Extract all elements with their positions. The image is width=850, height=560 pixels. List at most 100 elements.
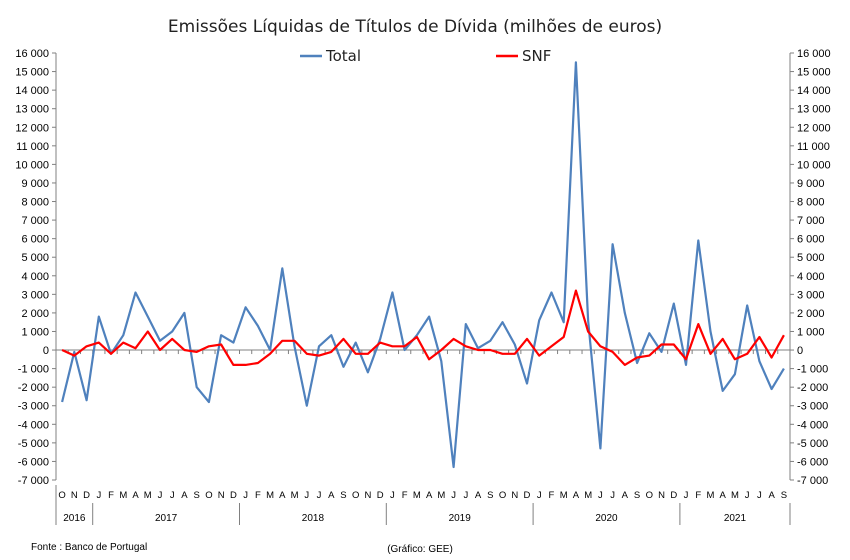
month-label: S <box>340 490 346 501</box>
month-label: N <box>218 490 225 501</box>
year-label: 2019 <box>449 513 472 524</box>
y-tick-label-left: -4 000 <box>18 419 49 431</box>
y-tick-label-right: 2 000 <box>797 308 825 320</box>
month-label: O <box>205 490 212 501</box>
month-label: F <box>255 490 261 501</box>
month-label: J <box>390 490 395 501</box>
y-tick-label-left: 13 000 <box>15 104 49 116</box>
month-label: J <box>451 490 456 501</box>
month-label: M <box>266 490 274 501</box>
month-label: O <box>58 490 65 501</box>
y-tick-label-left: 14 000 <box>15 85 49 97</box>
chart-title: Emissões Líquidas de Títulos de Dívida (… <box>168 17 662 37</box>
month-label: D <box>670 490 677 501</box>
month-label: S <box>781 490 787 501</box>
month-label: D <box>524 490 531 501</box>
y-tick-label-right: 11 000 <box>797 141 830 153</box>
month-label: J <box>170 490 175 501</box>
y-tick-label-right: 5 000 <box>797 252 825 264</box>
month-label: D <box>83 490 90 501</box>
month-label: O <box>499 490 506 501</box>
month-label: F <box>402 490 408 501</box>
month-label: J <box>537 490 542 501</box>
y-tick-label-left: 5 000 <box>21 252 49 264</box>
axes: 16 000 16 000 15 000 15 000 14 000 14 000 13 0… <box>15 48 831 525</box>
y-tick-label-left: 1 000 <box>21 326 49 338</box>
year-label: 2017 <box>155 513 178 524</box>
year-label: 2021 <box>724 513 747 524</box>
month-label: J <box>243 490 248 501</box>
y-tick-label-right: 9 000 <box>797 178 825 190</box>
y-tick-label-left: 6 000 <box>21 234 49 246</box>
month-label: N <box>365 490 372 501</box>
y-tick-label-left: -1 000 <box>18 364 49 376</box>
month-label: M <box>119 490 127 501</box>
month-label: A <box>181 490 188 501</box>
y-tick-label-left: 0 <box>43 345 49 357</box>
y-tick-label-right: 10 000 <box>797 159 831 171</box>
month-label: A <box>720 490 727 501</box>
month-label: M <box>584 490 592 501</box>
month-label: J <box>463 490 468 501</box>
month-label: O <box>352 490 359 501</box>
month-label: J <box>598 490 603 501</box>
y-tick-label-right: 1 000 <box>797 326 825 338</box>
y-tick-label-right: 15 000 <box>797 67 831 79</box>
month-label: J <box>158 490 163 501</box>
month-label: M <box>413 490 421 501</box>
month-label: F <box>695 490 701 501</box>
month-label: M <box>560 490 568 501</box>
y-tick-label-left: 8 000 <box>21 197 49 209</box>
month-label: A <box>426 490 433 501</box>
month-label: J <box>96 490 101 501</box>
y-tick-label-right: 4 000 <box>797 271 825 283</box>
y-tick-label-right: 12 000 <box>797 122 831 134</box>
month-label: M <box>437 490 445 501</box>
month-label: J <box>610 490 615 501</box>
y-tick-label-right: -3 000 <box>797 401 828 413</box>
legend: Total SNF <box>300 47 551 65</box>
month-label: A <box>475 490 482 501</box>
y-tick-label-right: 6 000 <box>797 234 825 246</box>
y-tick-label-left: 7 000 <box>21 215 49 227</box>
legend-label-total: Total <box>325 47 361 65</box>
month-label: S <box>194 490 200 501</box>
y-tick-label-right: -1 000 <box>797 364 828 376</box>
series-line-total <box>61 61 785 469</box>
year-label: 2018 <box>302 513 325 524</box>
month-label: M <box>144 490 152 501</box>
month-label: F <box>108 490 114 501</box>
y-tick-label-right: -4 000 <box>797 419 828 431</box>
year-label: 2020 <box>595 513 618 524</box>
y-tick-label-left: -7 000 <box>18 475 49 487</box>
month-label: S <box>487 490 493 501</box>
y-tick-label-right: 3 000 <box>797 289 825 301</box>
month-label: S <box>634 490 640 501</box>
month-label: A <box>768 490 775 501</box>
legend-label-snf: SNF <box>522 47 551 65</box>
y-tick-label-left: 12 000 <box>15 122 49 134</box>
month-label: A <box>279 490 286 501</box>
y-tick-label-left: 10 000 <box>15 159 49 171</box>
month-label: J <box>745 490 750 501</box>
month-label: N <box>658 490 665 501</box>
month-label: A <box>622 490 629 501</box>
month-label: J <box>317 490 322 501</box>
month-label: D <box>230 490 237 501</box>
y-tick-label-left: -6 000 <box>18 456 49 468</box>
y-tick-label-right: 14 000 <box>797 85 831 97</box>
month-label: M <box>707 490 715 501</box>
month-label: J <box>304 490 309 501</box>
month-label: J <box>757 490 762 501</box>
month-label: O <box>646 490 653 501</box>
y-tick-label-left: 16 000 <box>15 48 49 60</box>
series-line-snf <box>61 289 785 366</box>
month-label: A <box>328 490 335 501</box>
y-tick-label-left: 3 000 <box>21 289 49 301</box>
y-tick-label-left: -5 000 <box>18 438 49 450</box>
month-label: M <box>731 490 739 501</box>
month-label: N <box>71 490 78 501</box>
month-label: A <box>573 490 580 501</box>
y-tick-label-right: 7 000 <box>797 215 825 227</box>
